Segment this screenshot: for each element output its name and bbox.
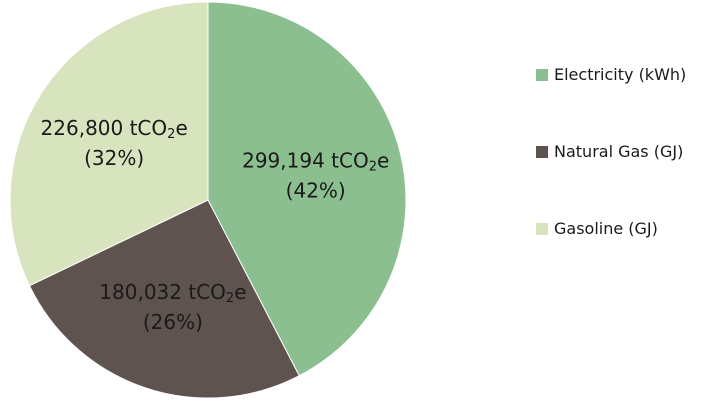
legend-label-natural-gas: Natural Gas (GJ) — [554, 142, 684, 161]
data-label-unit-suffix-natural-gas: e — [234, 280, 246, 304]
data-label-subscript-gasoline: 2 — [167, 127, 175, 142]
legend-swatch-natural-gas — [536, 145, 548, 158]
data-label-unit-suffix-electricity: e — [377, 149, 389, 173]
data-label-gasoline: 226,800 tCO2e (32%) — [41, 116, 188, 170]
pie-slice-natural-gas — [28, 199, 300, 399]
legend-item-electricity: Electricity (kWh) — [536, 62, 728, 87]
data-label-value-natural-gas: 180,032 tCO — [99, 280, 226, 304]
data-label-percent-electricity: (42%) — [286, 179, 346, 203]
data-label-unit-suffix-gasoline: e — [175, 116, 187, 140]
data-label-subscript-natural-gas: 2 — [226, 291, 234, 306]
data-label-value-electricity: 299,194 tCO — [242, 149, 369, 173]
legend-item-gasoline: Gasoline (GJ) — [536, 216, 728, 241]
pie-slice-electricity — [207, 1, 407, 377]
chart-legend: Electricity (kWh) Natural Gas (GJ) Gasol… — [536, 62, 728, 293]
data-label-electricity: 299,194 tCO2e (42%) — [242, 149, 389, 203]
data-label-percent-natural-gas: (26%) — [143, 310, 203, 334]
pie-slice-gasoline — [9, 1, 209, 287]
data-label-value-gasoline: 226,800 tCO — [41, 116, 168, 140]
data-label-natural-gas: 180,032 tCO2e (26%) — [99, 280, 246, 334]
legend-swatch-electricity — [536, 68, 548, 81]
legend-label-gasoline: Gasoline (GJ) — [554, 219, 658, 238]
legend-item-natural-gas: Natural Gas (GJ) — [536, 139, 728, 164]
data-label-subscript-electricity: 2 — [369, 160, 377, 175]
legend-label-electricity: Electricity (kWh) — [554, 65, 687, 84]
legend-swatch-gasoline — [536, 222, 548, 235]
data-label-percent-gasoline: (32%) — [84, 146, 144, 170]
